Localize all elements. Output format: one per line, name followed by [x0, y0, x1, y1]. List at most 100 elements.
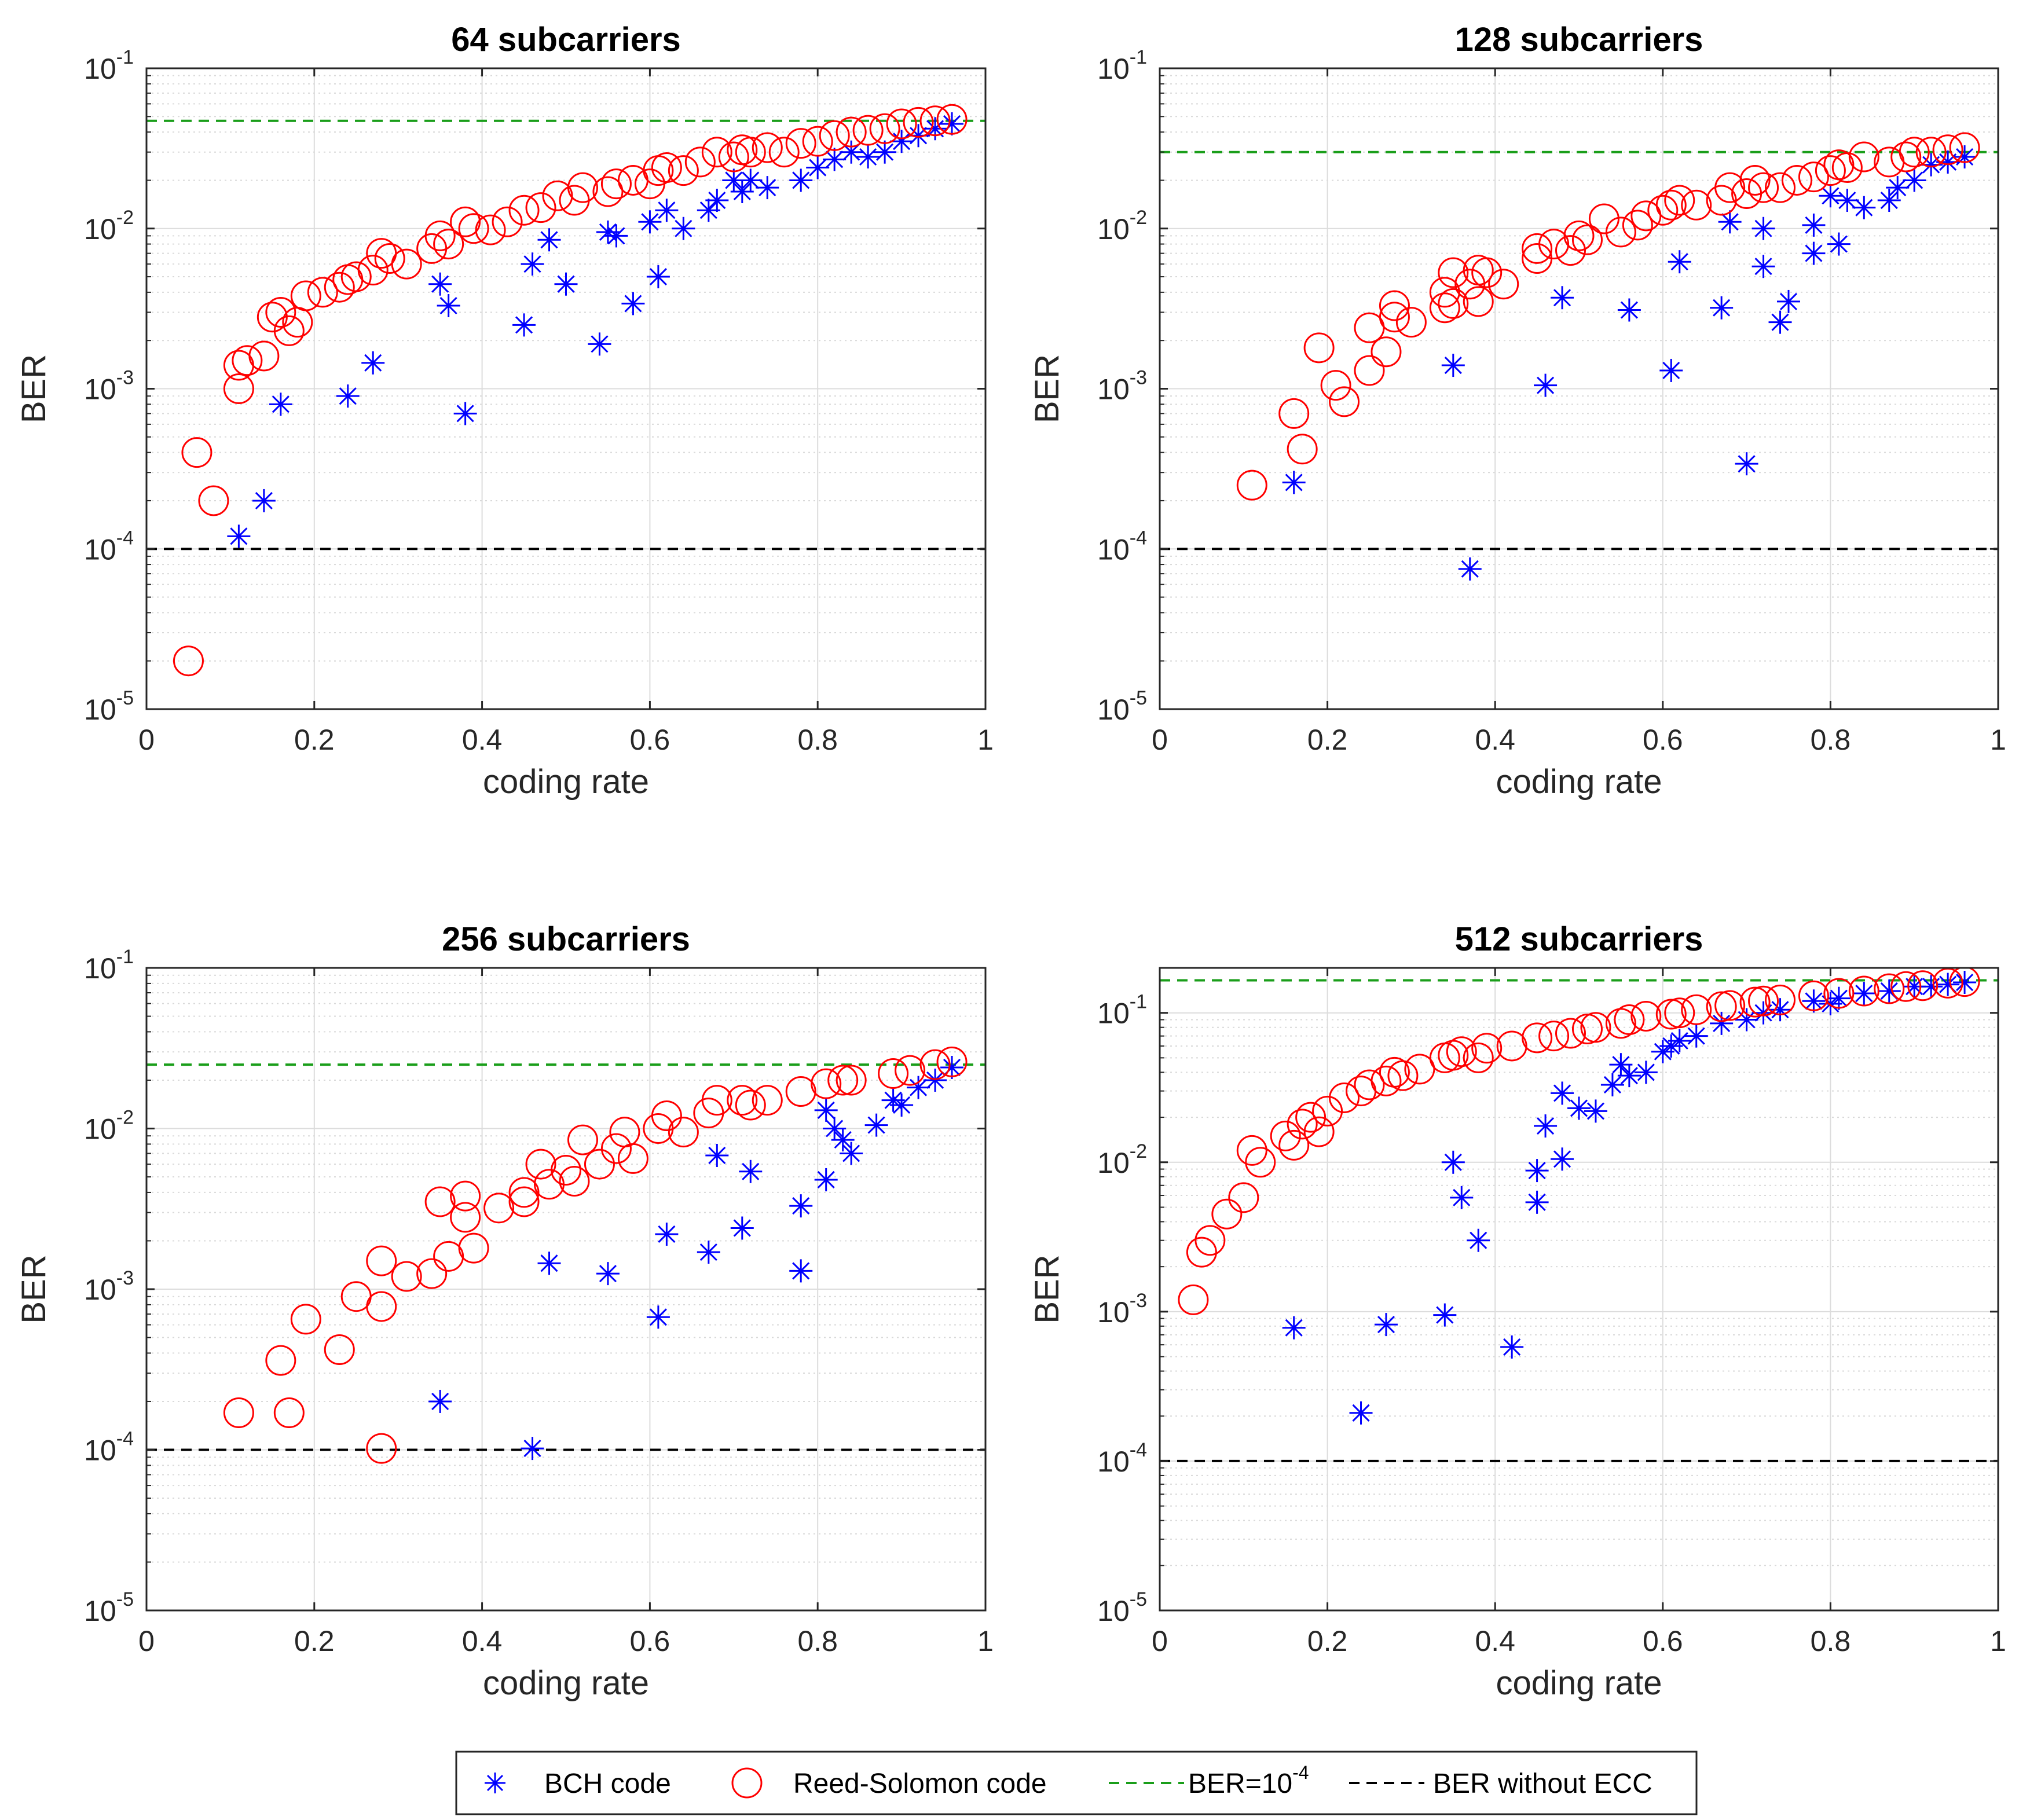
- bch-point-stroke: [255, 491, 273, 510]
- bch-point-stroke: [1662, 361, 1680, 380]
- rs-point: [508, 1177, 540, 1208]
- rs-point: [718, 141, 749, 173]
- rs-point: [391, 1261, 422, 1292]
- bch-point: [1551, 286, 1574, 310]
- bch-point-stroke: [1537, 1117, 1555, 1135]
- x-tick-label: 0.8: [1811, 1625, 1851, 1657]
- bch-point-stroke: [1771, 1001, 1789, 1019]
- bch-point-stroke: [1855, 984, 1873, 1003]
- panel-1: 0 0.2 0.4 0.6 0.8 110-510-410-310-210-1 64 sub…: [15, 21, 994, 801]
- rs-point: [1848, 975, 1879, 1007]
- bch-point: [789, 168, 813, 192]
- bch-point: [1659, 358, 1683, 382]
- bch-point-stroke: [817, 1101, 835, 1119]
- y-tick-exponent: -4: [116, 527, 134, 549]
- rs-point: [1555, 235, 1586, 266]
- bch-point-stroke: [1612, 1056, 1630, 1074]
- rs-point: [768, 137, 800, 168]
- bch-point: [1710, 1011, 1734, 1035]
- rs-point: [785, 1076, 816, 1107]
- y-tick-exponent: -1: [116, 946, 134, 968]
- bch-point-stroke: [1285, 1319, 1303, 1337]
- rs-point: [735, 1089, 766, 1121]
- rs-point: [433, 1241, 464, 1272]
- y-tick-exponent: -3: [116, 367, 134, 389]
- rs-point: [307, 277, 338, 308]
- bch-point: [1751, 255, 1775, 278]
- rs-point: [919, 1049, 951, 1080]
- rs-point: [752, 1085, 783, 1116]
- bch-point-stroke: [1553, 1084, 1571, 1102]
- rs-point: [1438, 257, 1469, 288]
- rs-point: [878, 1058, 909, 1089]
- bch-point: [1710, 296, 1734, 320]
- y-tick-label: 10-2: [1097, 1140, 1147, 1179]
- legend-bch-marker-icon: [485, 1773, 505, 1793]
- rs-point: [559, 1165, 590, 1197]
- bch-point: [1282, 471, 1306, 494]
- y-tick-label: 10-2: [1097, 207, 1147, 245]
- panel-title: 512 subcarriers: [1455, 920, 1703, 958]
- bch-point-stroke: [809, 159, 827, 177]
- bch-point: [361, 351, 385, 375]
- rs-point: [366, 1245, 397, 1276]
- rs-point: [1714, 172, 1746, 203]
- bch-point: [924, 1068, 947, 1092]
- y-tick-base: 10: [84, 53, 116, 85]
- bch-point-stroke: [523, 255, 541, 273]
- bch-point: [554, 272, 578, 296]
- rs-point: [1303, 332, 1335, 364]
- rs-point: [1714, 990, 1746, 1021]
- rs-point: [567, 172, 598, 203]
- x-tick-label: 0.8: [1811, 724, 1851, 756]
- bch-point-stroke: [1444, 356, 1462, 375]
- bch-point-stroke: [1436, 1306, 1454, 1324]
- bch-point: [269, 392, 292, 416]
- x-axis-label: coding rate: [483, 1664, 649, 1702]
- y-tick-base: 10: [1097, 1147, 1130, 1179]
- y-tick-base: 10: [1097, 1595, 1130, 1627]
- y-tick-label: 10-2: [84, 207, 134, 245]
- data-layer: [1160, 132, 1998, 581]
- legend-threshold-label: BER=10-4: [1188, 1762, 1309, 1799]
- x-tick-label: 0.2: [1307, 724, 1348, 756]
- bch-point: [1525, 1159, 1549, 1183]
- rs-point: [232, 345, 263, 376]
- bch-point-stroke: [607, 227, 625, 245]
- y-tick-base: 10: [84, 1274, 116, 1306]
- y-tick-exponent: -4: [1130, 1439, 1147, 1461]
- panel-title: 128 subcarriers: [1455, 21, 1703, 58]
- rs-point: [391, 248, 422, 280]
- rs-point: [1522, 1022, 1553, 1054]
- bch-point: [1617, 298, 1641, 322]
- bch-point: [1768, 310, 1792, 334]
- bch-point-stroke: [1670, 253, 1688, 271]
- rs-point: [273, 1397, 305, 1429]
- bch-point: [521, 1437, 544, 1461]
- bch-point-stroke: [591, 335, 609, 353]
- bch-point: [739, 1159, 763, 1183]
- y-tick-base: 10: [1097, 53, 1130, 85]
- bch-point: [537, 1252, 561, 1275]
- bch-point-stroke: [599, 1265, 617, 1283]
- bch-point-stroke: [1687, 1027, 1705, 1045]
- bch-point: [1777, 289, 1800, 313]
- y-tick-exponent: -2: [116, 1107, 134, 1129]
- bch-point: [1819, 184, 1842, 208]
- bch-point-stroke: [1805, 244, 1823, 262]
- bch-point: [756, 176, 779, 200]
- bch-point: [814, 1098, 838, 1122]
- bch-point-stroke: [733, 182, 751, 201]
- bch-point-stroke: [1620, 1067, 1638, 1085]
- bch-point: [1551, 1081, 1574, 1105]
- rs-point: [1664, 997, 1695, 1029]
- rs-series: [1178, 968, 1980, 1315]
- bch-point-stroke: [339, 387, 357, 405]
- y-tick-label: 10-4: [84, 1428, 134, 1467]
- bch-point: [697, 1241, 720, 1264]
- rs-point: [265, 296, 296, 328]
- bch-point: [521, 252, 544, 276]
- bch-point-stroke: [884, 1091, 902, 1109]
- bch-point-stroke: [1855, 199, 1873, 217]
- rs-point: [1681, 189, 1712, 221]
